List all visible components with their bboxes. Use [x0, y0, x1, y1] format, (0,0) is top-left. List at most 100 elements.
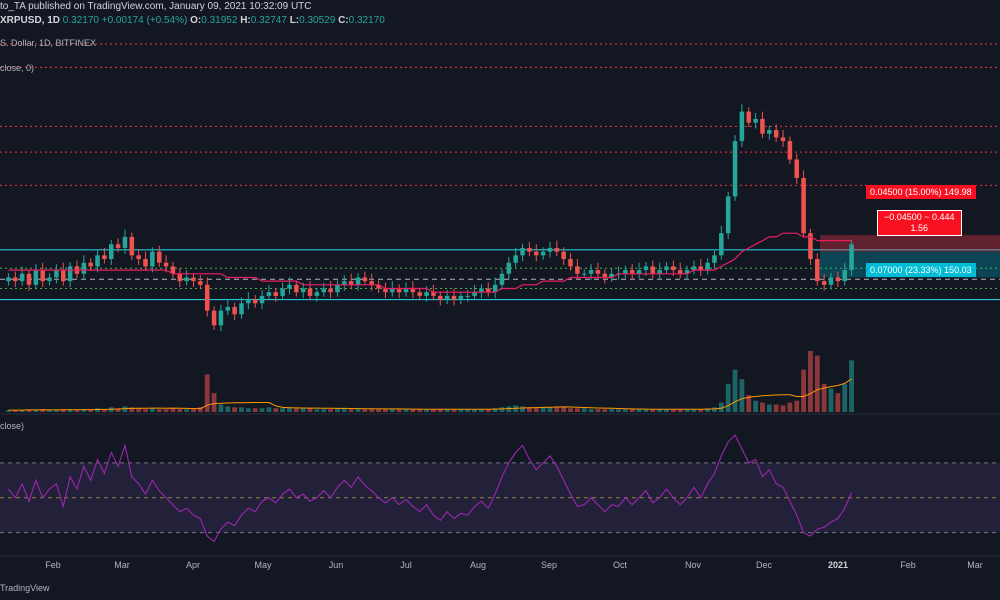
- candle-body: [588, 270, 594, 274]
- candle-body: [177, 273, 183, 282]
- close-value: 0.32170: [348, 15, 385, 26]
- candle-body: [602, 273, 608, 278]
- candle-body: [40, 270, 45, 282]
- candle-body: [671, 266, 676, 271]
- volume-bar: [595, 409, 601, 412]
- volume-bar: [835, 393, 841, 412]
- candle-body: [410, 288, 416, 293]
- candle-body: [787, 141, 793, 160]
- volume-bar: [362, 409, 368, 412]
- candle-body: [815, 259, 820, 282]
- volume-bar: [821, 383, 827, 412]
- volume-bar: [26, 409, 32, 412]
- volume-bar: [307, 408, 313, 412]
- candle-body: [328, 288, 333, 293]
- candle-body: [828, 277, 834, 285]
- volume-bar: [163, 409, 169, 412]
- candle-body: [725, 196, 731, 234]
- price-change: +0.00174 (+0.54%): [101, 15, 188, 26]
- x-tick-label: Feb: [45, 560, 61, 570]
- open-value: 0.31952: [201, 15, 238, 26]
- x-tick-label: 2021: [827, 560, 849, 570]
- candle-body: [739, 111, 745, 142]
- rsi-line: [7, 434, 853, 543]
- rsi-indicator-label[interactable]: close): [0, 421, 25, 431]
- last-price: 0.32170: [62, 15, 99, 26]
- x-tick-label: Sep: [540, 560, 558, 570]
- candle-body: [719, 233, 724, 256]
- candle-body: [369, 281, 374, 285]
- volume-bar: [156, 409, 162, 412]
- candle-body: [102, 255, 107, 260]
- high-label: H:: [240, 15, 251, 26]
- moving-average-line: [8, 232, 852, 293]
- candle-body: [403, 288, 409, 293]
- volume-bar: [149, 408, 155, 412]
- high-value: 0.32747: [250, 15, 287, 26]
- volume-bar: [211, 393, 217, 412]
- volume-bar: [293, 408, 299, 412]
- candle-body: [122, 236, 128, 248]
- volume-bar: [451, 409, 457, 412]
- volume-bar: [568, 408, 573, 412]
- volume-bar: [828, 388, 834, 412]
- ma-indicator-label[interactable]: close, 0): [0, 63, 35, 73]
- volume-bar: [643, 409, 649, 412]
- candle-body: [444, 295, 450, 300]
- candle-body: [314, 292, 320, 296]
- candle-body: [54, 270, 59, 278]
- volume-bar: [232, 407, 238, 412]
- candle-body: [492, 284, 498, 293]
- candle-body: [835, 277, 841, 282]
- volume-bar: [60, 409, 66, 412]
- candle-body: [609, 273, 614, 278]
- volume-bar: [520, 406, 525, 412]
- candle-body: [252, 299, 258, 304]
- candle-body: [225, 306, 231, 311]
- volume-bar: [664, 409, 669, 412]
- volume-bar: [746, 395, 752, 412]
- volume-bar: [19, 410, 25, 412]
- candle-body: [348, 281, 354, 285]
- volume-bar: [554, 407, 560, 412]
- candle-body: [170, 266, 176, 274]
- candle-body: [335, 284, 340, 293]
- volume-bar: [725, 383, 731, 412]
- candle-body: [383, 288, 388, 293]
- volume-bar: [458, 409, 464, 412]
- candle-body: [732, 141, 738, 197]
- candle-body: [273, 292, 279, 296]
- volume-bar: [657, 409, 663, 412]
- candle-body: [19, 273, 25, 282]
- candle-body: [705, 262, 710, 271]
- volume-bar: [712, 407, 717, 412]
- volume-bar: [376, 409, 381, 412]
- volume-bar: [794, 400, 800, 412]
- volume-bar: [225, 406, 231, 412]
- candle-body: [342, 281, 347, 285]
- volume-bar: [101, 409, 107, 412]
- candle-body: [246, 299, 251, 304]
- candle-body: [81, 262, 87, 274]
- volume-bar: [691, 409, 697, 412]
- volume-bar: [341, 408, 347, 412]
- volume-bar: [184, 409, 190, 412]
- candle-body: [211, 310, 217, 326]
- candle-body: [390, 288, 395, 293]
- volume-bar: [540, 407, 546, 412]
- x-tick-label: May: [254, 560, 272, 570]
- open-label: O:: [190, 15, 202, 26]
- volume-bar: [581, 408, 587, 412]
- x-tick-label: Jul: [400, 560, 412, 570]
- candle-body: [581, 273, 587, 275]
- volume-bar: [335, 408, 340, 412]
- candle-body: [417, 292, 422, 296]
- candle-body: [753, 118, 758, 123]
- low-value: 0.30529: [299, 15, 336, 26]
- volume-bar: [95, 408, 100, 412]
- candle-body: [533, 251, 539, 256]
- candle-body: [479, 288, 484, 293]
- candle-body: [794, 159, 799, 178]
- candle-body: [821, 281, 827, 285]
